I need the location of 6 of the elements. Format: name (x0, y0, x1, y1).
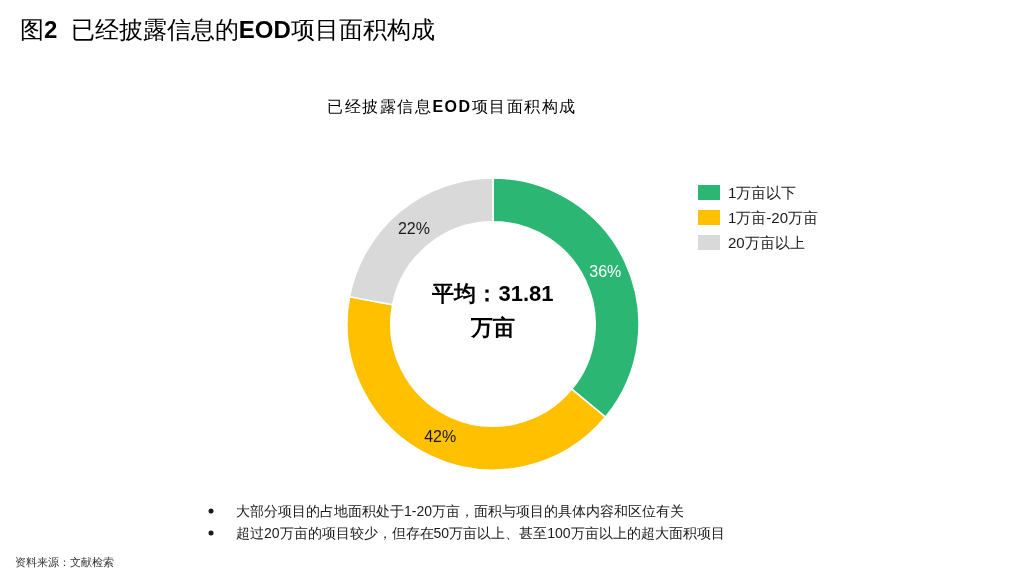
title: 图2 已经披露信息的EOD项目面积构成 (20, 16, 435, 43)
legend-label: 1万亩-20万亩 (728, 209, 819, 226)
legend-label: 20万亩以上 (728, 234, 805, 251)
subtitle: 已经披露信息EOD项目面积构成 (327, 98, 577, 115)
source: 资料来源：文献检索 (15, 556, 114, 568)
legend-label: 1万亩以下 (728, 184, 797, 201)
